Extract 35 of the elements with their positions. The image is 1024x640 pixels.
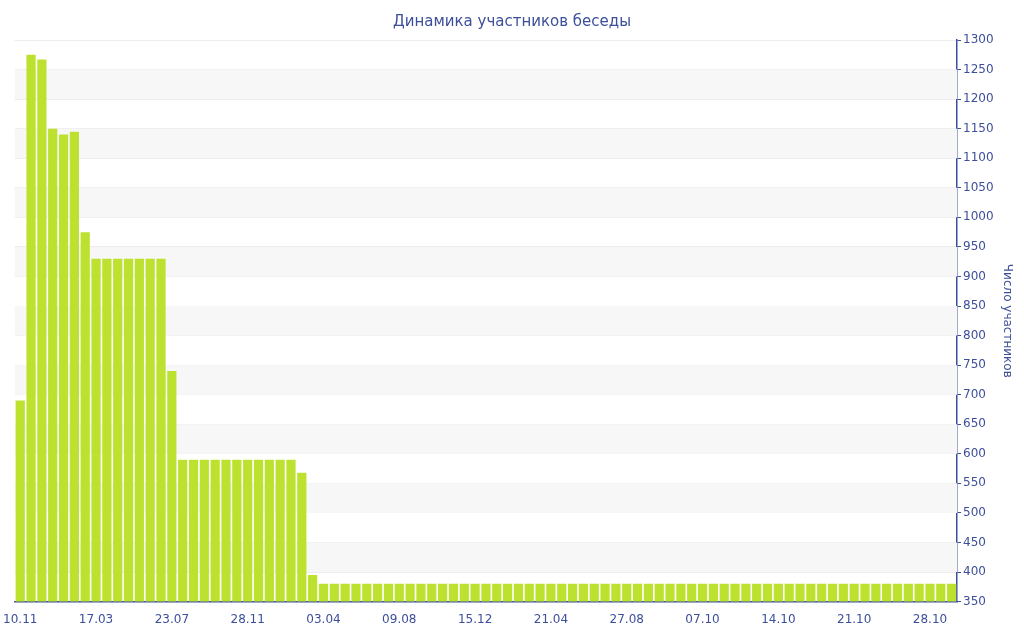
x-tick-label: 21.10 <box>836 611 872 626</box>
y-tick-label: 550 <box>963 475 986 490</box>
x-tick-label: 15.12 <box>457 611 493 626</box>
x-tick-label: 03.04 <box>306 611 341 626</box>
x-tick-label: 27.08 <box>609 611 644 626</box>
y-tick-label: 500 <box>963 505 986 520</box>
x-tick-label: 23.07 <box>154 611 190 626</box>
y-tick-label: 450 <box>963 534 986 549</box>
y-tick-label: 650 <box>963 416 986 431</box>
y-tick-label: 1250 <box>963 61 994 76</box>
x-tick-label: 21.04 <box>533 611 569 626</box>
y-tick-label: 600 <box>963 445 986 460</box>
y-axis-title: Число участников <box>1000 263 1015 378</box>
x-tick-label: 10.11 <box>3 611 38 626</box>
y-tick-label: 750 <box>963 357 986 372</box>
y-tick-label: 1200 <box>963 91 994 106</box>
y-tick-label: 400 <box>963 564 986 579</box>
y-tick-label: 1150 <box>963 120 994 135</box>
x-tick-label: 07.10 <box>685 611 720 626</box>
y-tick-label: 350 <box>963 593 986 608</box>
y-tick-label: 950 <box>963 239 986 254</box>
x-tick-label: 14.10 <box>761 611 796 626</box>
y-tick-label: 1300 <box>963 32 994 47</box>
x-tick-label: 09.08 <box>382 611 417 626</box>
y-tick-label: 1000 <box>963 209 994 224</box>
y-tick-label: 800 <box>963 327 986 342</box>
x-tick-label: 28.10 <box>912 611 948 626</box>
y-tick-label: 900 <box>963 268 986 283</box>
y-tick-label: 850 <box>963 298 986 313</box>
y-tick-label: 1050 <box>963 179 994 194</box>
x-tick-label: 17.03 <box>78 611 114 626</box>
chart-title: Динамика участников беседы <box>391 12 632 30</box>
y-tick-label: 1100 <box>963 150 994 165</box>
x-tick-label: 28.11 <box>230 611 265 626</box>
y-tick-label: 700 <box>963 386 986 401</box>
